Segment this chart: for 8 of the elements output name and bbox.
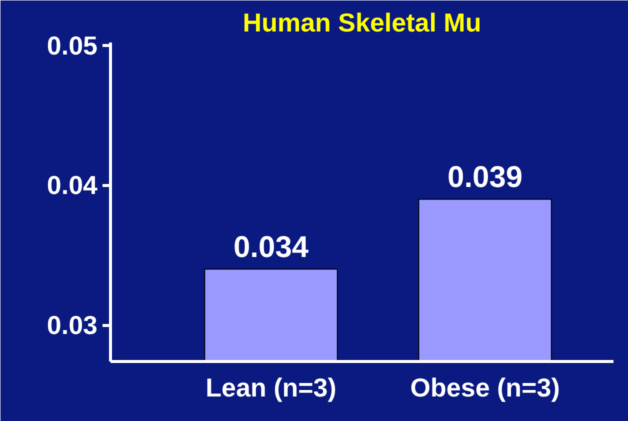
data-label: 0.034	[233, 231, 309, 264]
x-tick-label: Lean (n=3)	[206, 372, 336, 402]
y-tick-label: 0.03	[46, 310, 98, 340]
data-label: 0.039	[448, 161, 523, 194]
x-tick-label: Obese (n=3)	[410, 372, 560, 402]
chart-title: Human Skeletal Mu	[242, 8, 482, 38]
y-tick-label: 0.04	[46, 170, 98, 200]
y-tick-label: 0.05	[46, 30, 98, 60]
